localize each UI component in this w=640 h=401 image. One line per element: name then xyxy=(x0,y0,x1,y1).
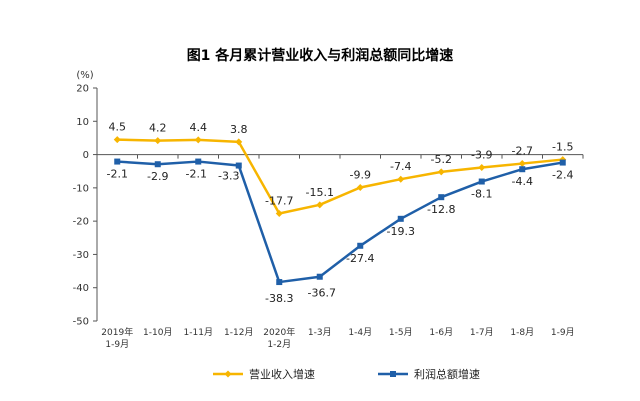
series-point xyxy=(356,184,364,192)
data-label: 4.2 xyxy=(149,122,167,135)
data-label: 4.5 xyxy=(109,121,127,134)
data-labels: 4.5 4.2 4.4 3.8 -17.7 -15.1 -9.9 -7.4 -5.2 -3.9 -2… xyxy=(107,121,574,305)
x-tick-label: 2020年 1-2月 xyxy=(263,326,295,350)
data-label: -3.9 xyxy=(471,149,492,162)
series-point xyxy=(478,164,486,172)
y-tick-label: -10 xyxy=(73,183,89,194)
legend-label: 营业收入增速 xyxy=(249,367,315,381)
data-label: -8.1 xyxy=(471,188,492,201)
data-label: -27.4 xyxy=(346,252,374,265)
data-label: -15.1 xyxy=(306,186,334,199)
y-tick-label: -30 xyxy=(73,250,89,261)
y-tick-label: 10 xyxy=(76,117,89,128)
data-label: -17.7 xyxy=(265,194,293,207)
series-point xyxy=(559,159,566,166)
axes: 20 10 0 -10 -20 -30 -40 -50 2019年 1-9月 1-10月 1-11月 1… xyxy=(73,84,584,350)
legend-marker xyxy=(390,371,396,377)
data-label: -5.2 xyxy=(431,153,452,166)
data-label: 3.8 xyxy=(230,123,248,136)
x-tick-label: 1-5月 xyxy=(389,327,413,338)
data-label: -19.3 xyxy=(387,225,415,238)
series-point xyxy=(519,166,526,173)
series-line-0 xyxy=(117,138,563,215)
data-label: -12.8 xyxy=(427,203,455,216)
data-label: 4.4 xyxy=(190,121,208,134)
series-point xyxy=(113,136,121,144)
data-label: -2.9 xyxy=(147,170,168,183)
x-tick-label: 1-6月 xyxy=(429,327,453,338)
data-label: -2.1 xyxy=(107,168,128,181)
data-label: -7.4 xyxy=(390,160,411,173)
x-tick-label: 1-11月 xyxy=(184,327,213,338)
x-tick-label: 1-9月 xyxy=(551,327,575,338)
series-layer xyxy=(113,136,567,286)
x-tick-label: 2019年 1-9月 xyxy=(101,326,133,350)
series-point xyxy=(397,175,405,183)
series-point xyxy=(518,160,526,168)
series-point xyxy=(235,138,243,146)
x-tick-label: 1-8月 xyxy=(510,327,534,338)
series-point xyxy=(154,137,162,145)
data-label: -9.9 xyxy=(350,169,371,182)
series-point xyxy=(316,201,324,209)
y-tick-label: 0 xyxy=(83,150,89,161)
data-label: -2.4 xyxy=(552,169,573,182)
data-label: -2.7 xyxy=(512,145,533,158)
y-tick-label: -40 xyxy=(73,283,89,294)
y-tick-label: 20 xyxy=(76,84,89,95)
series-point xyxy=(195,158,202,165)
data-label: -3.3 xyxy=(218,170,239,183)
series-point xyxy=(154,161,161,168)
series-point xyxy=(316,273,323,280)
x-tick-label: 1-10月 xyxy=(143,327,172,338)
series-point xyxy=(357,242,364,249)
legend: 营业收入增速 利润总额增速 xyxy=(213,367,480,381)
chart-title: 图1 各月累计营业收入与利润总额同比增速 xyxy=(187,47,454,64)
x-tick-label: 1-7月 xyxy=(470,327,494,338)
series-point xyxy=(437,168,445,176)
series-point xyxy=(276,279,283,286)
y-axis-unit: (%) xyxy=(76,70,93,81)
series-point xyxy=(194,136,202,144)
data-label: -2.1 xyxy=(186,168,207,181)
series-point xyxy=(275,209,283,217)
x-tick-label: 1-12月 xyxy=(224,327,253,338)
series-point xyxy=(397,215,404,222)
x-tick-label: 1-3月 xyxy=(308,327,332,338)
x-tick-label: 1-4月 xyxy=(348,327,372,338)
data-label: -36.7 xyxy=(308,287,336,300)
series-point xyxy=(235,162,242,169)
series-point xyxy=(478,178,485,185)
series-line-1 xyxy=(117,160,563,284)
y-tick-label: -50 xyxy=(73,317,89,328)
data-label: -4.4 xyxy=(512,175,533,188)
series-point xyxy=(114,158,121,165)
legend-marker xyxy=(224,370,232,378)
legend-label: 利润总额增速 xyxy=(414,367,480,381)
data-label: -1.5 xyxy=(552,141,573,154)
y-tick-label: -20 xyxy=(73,217,89,228)
series-point xyxy=(438,194,445,201)
data-label: -38.3 xyxy=(265,292,293,305)
